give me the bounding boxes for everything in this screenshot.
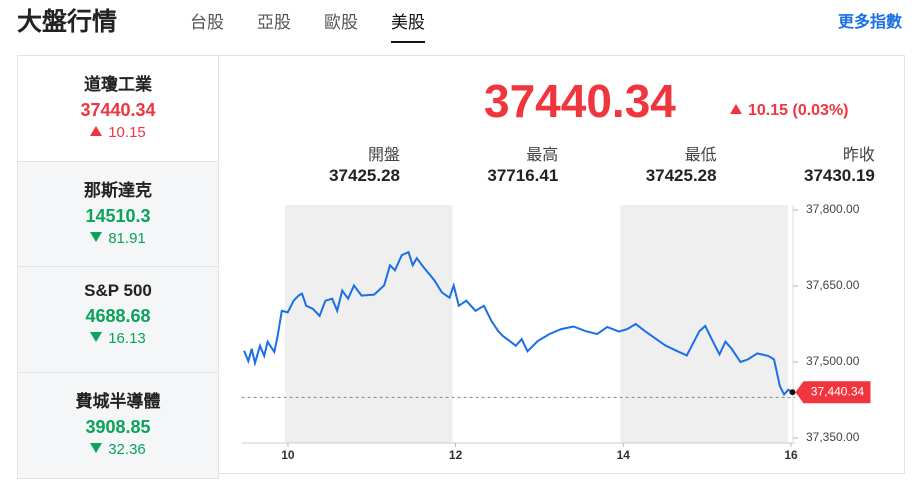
stat-label: 最高	[526, 147, 559, 164]
change-value: 16.13	[108, 330, 146, 347]
y-tick-label: 37,650.00	[806, 278, 860, 292]
session-band	[284, 205, 453, 443]
more-link[interactable]: 更多指數	[837, 14, 902, 31]
stat-label: 開盤	[367, 147, 400, 164]
stat-label: 最低	[684, 147, 717, 164]
index-item[interactable]: 費城半導體 3908.85 32.36	[17, 371, 219, 479]
index-item[interactable]: S&P 500 4688.68 16.13	[17, 266, 219, 373]
arrow	[90, 231, 103, 242]
price-change: 10.15 (0.03%)	[730, 102, 849, 120]
x-tick-label: 16	[784, 448, 798, 462]
index-item[interactable]: 那斯達克 14510.3 81.91	[17, 160, 219, 268]
arrow	[730, 104, 742, 114]
price: 37440.34	[484, 75, 676, 127]
index-name: 那斯達克	[84, 180, 152, 200]
index-change: 10.15	[18, 124, 218, 141]
index-name: 費城半導體	[75, 391, 161, 411]
stat-value: 37425.28	[329, 166, 400, 185]
y-tick-label: 37,350.00	[806, 430, 860, 444]
x-tick-label: 12	[449, 448, 463, 462]
y-tick-label: 37,800.00	[806, 202, 860, 216]
change-value: 32.36	[108, 440, 146, 458]
price-line	[243, 250, 793, 397]
tab[interactable]: 歐股	[324, 13, 358, 32]
change-value: 81.91	[108, 229, 146, 247]
stat-value: 37716.41	[487, 166, 559, 185]
index-value: 3908.85	[85, 416, 151, 437]
index-name: 道瓊工業	[84, 75, 152, 94]
page-title: 大盤行情	[17, 8, 118, 36]
index-name: S&P 500	[84, 281, 152, 300]
index-change: 32.36	[18, 441, 218, 458]
index-item[interactable]: 道瓊工業 37440.34 10.15	[17, 55, 219, 162]
change-value: 10.15	[108, 124, 146, 141]
tab[interactable]: 台股	[190, 13, 224, 32]
index-value: 37440.34	[80, 100, 156, 120]
arrow	[90, 442, 103, 453]
tab[interactable]: 亞股	[257, 13, 291, 32]
index-change: 81.91	[18, 230, 218, 247]
arrow	[90, 332, 103, 342]
x-tick-label: 10	[281, 448, 295, 462]
last-label-box	[795, 381, 871, 404]
x-tick-label: 14	[617, 448, 631, 462]
stat-value: 37425.28	[645, 166, 717, 185]
last-label: 37,440.34	[811, 384, 865, 398]
change-text: 10.15 (0.03%)	[748, 102, 849, 119]
stat-label: 昨收	[842, 147, 875, 164]
tab[interactable]: 美股	[391, 8, 425, 43]
y-tick-label: 37,500.00	[806, 354, 860, 368]
index-value: 14510.3	[85, 205, 151, 226]
arrow	[90, 126, 103, 136]
index-change: 16.13	[18, 330, 218, 347]
stat-value: 37430.19	[803, 166, 875, 185]
index-value: 4688.68	[85, 306, 151, 326]
last-point	[789, 389, 796, 396]
session-band	[620, 205, 788, 443]
